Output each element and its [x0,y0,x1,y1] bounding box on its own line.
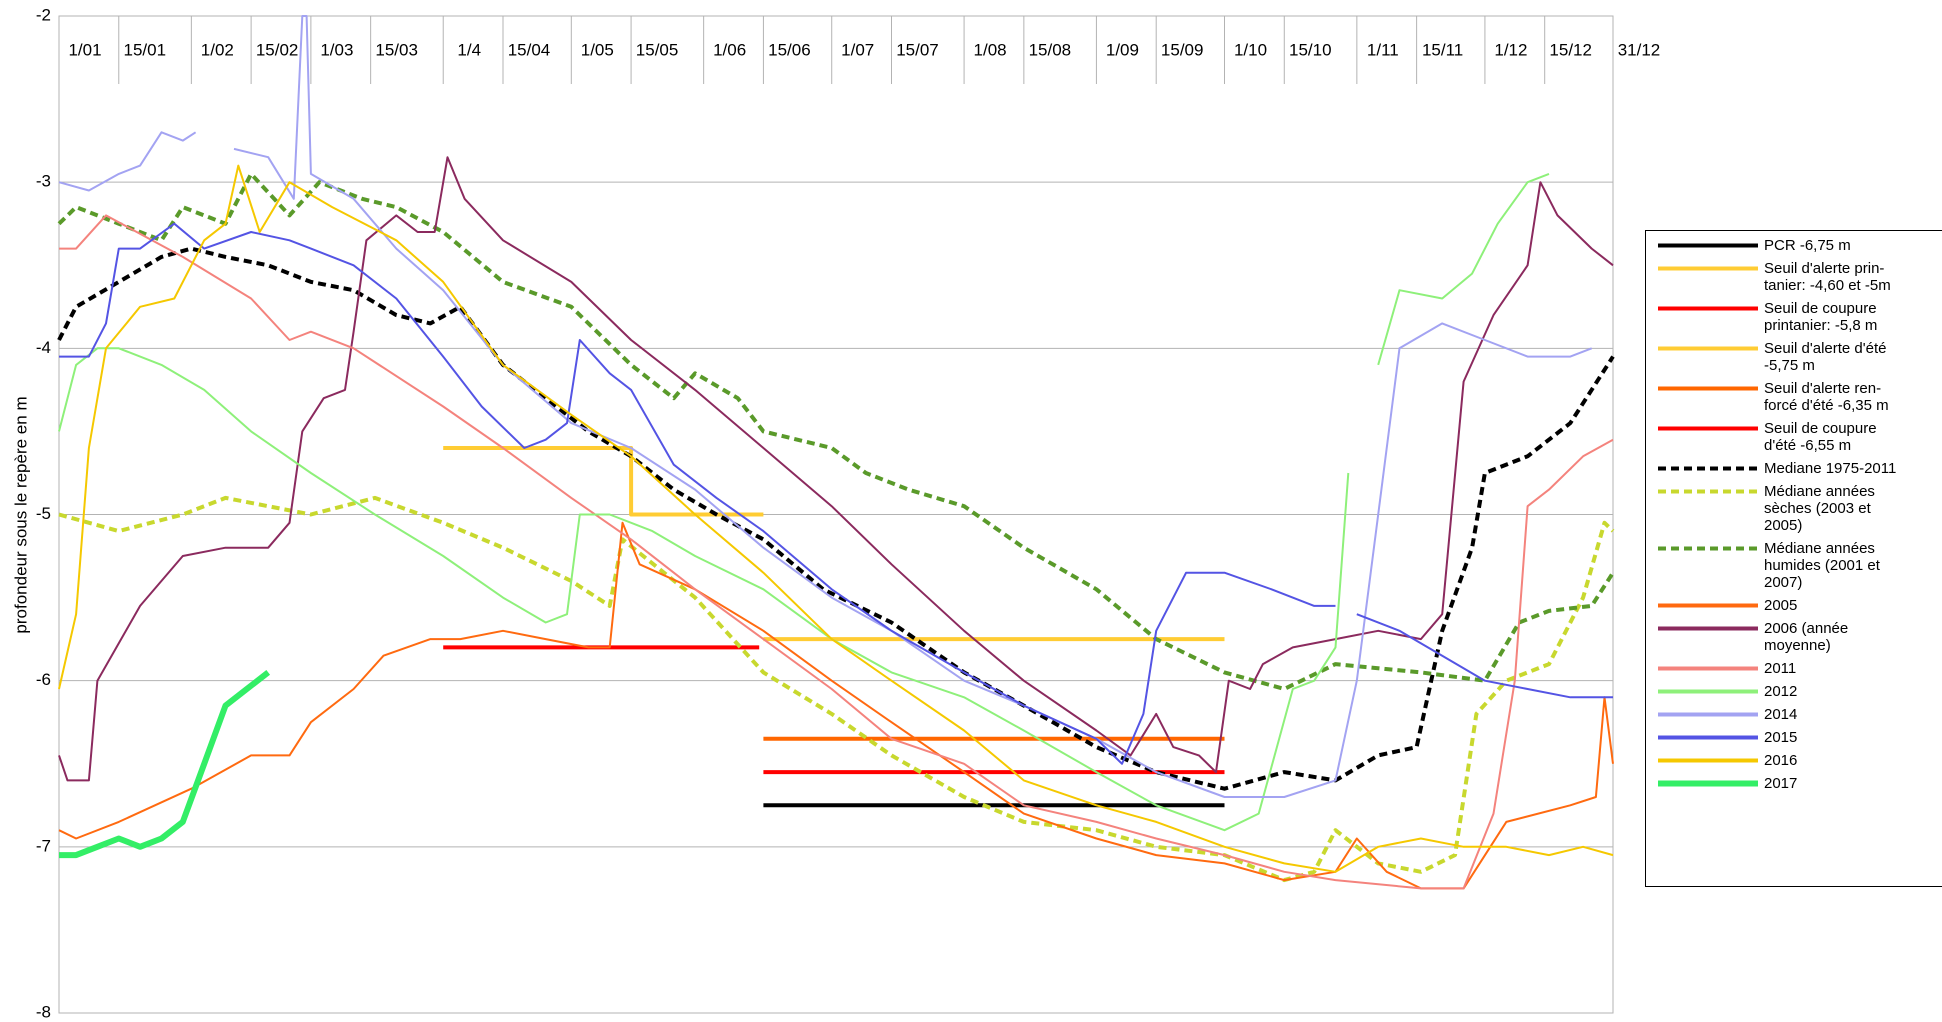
x-tick-label: 1/4 [457,40,481,59]
y-tick-label: -3 [36,172,51,191]
x-tick-label: 1/08 [974,40,1007,59]
legend-entry: PCR -6,75 m [1658,237,1942,254]
legend-entry: Seuil d'alerte prin- tanier: -4,60 et -5… [1658,260,1942,294]
y-tick-label: -7 [36,836,51,855]
legend-entry: Seuil d'alerte ren- forcé d'été -6,35 m [1658,380,1942,414]
series-line [58,164,1614,873]
legend-swatch [1658,780,1758,787]
legend-swatch [1658,735,1758,740]
y-axis-label: profondeur sous le repère en m [11,396,30,633]
x-tick-label: 15/09 [1161,40,1204,59]
legend-label: 2005 [1764,597,1798,614]
x-tick-label: 1/11 [1367,40,1399,59]
x-tick-label: 15/04 [508,40,551,59]
legend-swatch [1658,243,1758,248]
legend-swatch [1658,626,1758,631]
x-tick-label: 15/07 [896,40,939,59]
legend-entry: 2017 [1658,775,1942,792]
legend-swatch [1658,306,1758,311]
x-tick-label: 15/05 [636,40,679,59]
legend-entry: Mediane 1975-2011 [1658,460,1942,477]
y-tick-label: -4 [36,338,51,357]
legend-label: 2016 [1764,752,1798,769]
legend-label: Seuil d'alerte prin- tanier: -4,60 et -5… [1764,260,1891,294]
legend-entry: 2016 [1658,752,1942,769]
legend-entry: 2012 [1658,683,1942,700]
legend-label: 2012 [1764,683,1798,700]
legend-swatch [1658,346,1758,351]
series-line [58,495,1615,883]
x-tick-label: 1/06 [713,40,746,59]
x-tick-label: 15/12 [1549,40,1592,59]
legend-swatch [1658,266,1758,271]
legend-label: Seuil de coupure d'été -6,55 m [1764,420,1877,454]
x-tick-label: 1/09 [1106,40,1139,59]
legend-swatch [1658,546,1758,551]
y-tick-label: -2 [36,5,51,24]
legend-swatch [1658,666,1758,671]
legend-entry: Médiane années humides (2001 et 2007) [1658,540,1942,591]
x-tick-label: 15/06 [768,40,811,59]
x-tick-label: 1/07 [841,40,874,59]
legend-entry: Seuil d'alerte d'été -5,75 m [1658,340,1942,374]
legend-label: 2006 (année moyenne) [1764,620,1849,654]
legend-entry: Médiane années sèches (2003 et 2005) [1658,483,1942,534]
legend-label: Seuil de coupure printanier: -5,8 m [1764,300,1878,334]
legend-swatch [1658,758,1758,763]
x-tick-label: 1/02 [201,40,234,59]
legend-swatch [1658,426,1758,431]
legend-label: Seuil d'alerte d'été -5,75 m [1764,340,1887,374]
legend-entry: 2015 [1658,729,1942,746]
series-line [443,446,764,517]
legend-swatch [1658,386,1758,391]
legend-entry: 2014 [1658,706,1942,723]
legend-label: 2014 [1764,706,1798,723]
legend-swatch [1658,603,1758,608]
legend-label: Mediane 1975-2011 [1764,460,1897,477]
legend-label: PCR -6,75 m [1764,237,1851,254]
legend-label: Médiane années humides (2001 et 2007) [1764,540,1880,591]
x-tick-label: 15/11 [1422,40,1463,59]
series-line [58,172,1550,832]
series-line [59,670,271,859]
series-line [59,222,1613,765]
x-tick-label: 31/12 [1618,40,1661,59]
y-tick-label: -8 [36,1002,51,1021]
legend-entry: 2011 [1658,660,1942,677]
x-tick-label: 15/08 [1029,40,1072,59]
legend: PCR -6,75 m Seuil d'alerte prin- tanier: … [1645,230,1942,887]
legend-label: 2011 [1764,660,1797,677]
x-tick-label: 1/05 [581,40,614,59]
series-line [58,156,1614,782]
series-line [59,214,1614,890]
x-tick-label: 1/01 [68,40,101,59]
legend-label: 2017 [1764,775,1798,792]
x-tick-label: 15/10 [1289,40,1332,59]
legend-swatch [1658,689,1758,694]
legend-swatch [1658,489,1758,494]
legend-entry: 2006 (année moyenne) [1658,620,1942,654]
x-tick-label: 1/10 [1234,40,1267,59]
legend-entry: Seuil de coupure d'été -6,55 m [1658,420,1942,454]
x-tick-label: 15/01 [123,40,166,59]
x-tick-label: 1/03 [320,40,353,59]
legend-label: 2015 [1764,729,1798,746]
legend-entry: 2005 [1658,597,1942,614]
x-tick-label: 15/02 [256,40,299,59]
legend-swatch [1658,712,1758,717]
legend-entry: Seuil de coupure printanier: -5,8 m [1658,300,1942,334]
x-tick-label: 15/03 [375,40,418,59]
legend-swatch [1658,466,1758,471]
legend-label: Seuil d'alerte ren- forcé d'été -6,35 m [1764,380,1889,414]
series-line [57,171,1615,691]
y-tick-label: -6 [36,670,51,689]
legend-label: Médiane années sèches (2003 et 2005) [1764,483,1875,534]
y-tick-label: -5 [36,504,51,523]
x-tick-label: 1/12 [1494,40,1527,59]
